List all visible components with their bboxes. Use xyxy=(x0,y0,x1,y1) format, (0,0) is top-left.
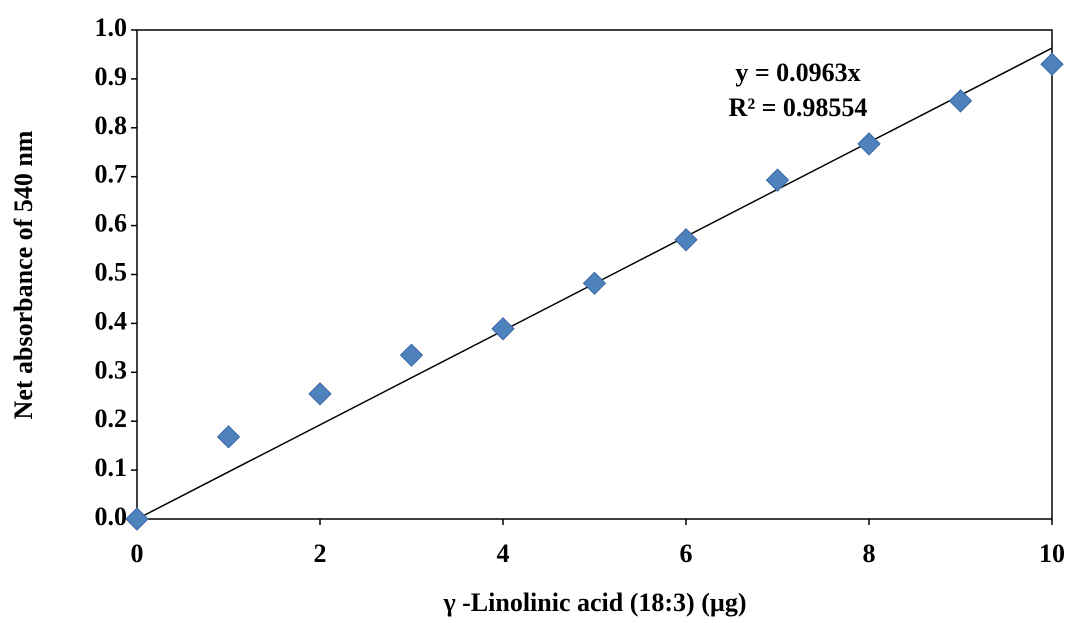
data-point xyxy=(399,343,424,367)
y-tick-label: 0.1 xyxy=(95,453,128,482)
x-tick-label: 2 xyxy=(314,539,327,568)
y-tick-label: 1.0 xyxy=(95,13,128,42)
y-tick-label: 0.5 xyxy=(95,257,128,286)
data-point xyxy=(857,132,881,156)
y-tick-label: 0.0 xyxy=(95,502,128,531)
data-point xyxy=(674,228,698,252)
y-tick-label: 0.4 xyxy=(95,306,128,335)
data-point xyxy=(765,168,790,192)
trendline-equation: y = 0.0963x xyxy=(735,58,860,87)
data-point xyxy=(125,507,149,531)
data-point xyxy=(216,425,241,449)
data-point xyxy=(308,382,332,406)
x-tick-label: 10 xyxy=(1039,539,1065,568)
x-tick-label: 4 xyxy=(497,539,510,568)
y-tick-label: 0.2 xyxy=(95,404,128,433)
y-tick-label: 0.6 xyxy=(95,209,128,238)
y-tick-label: 0.7 xyxy=(95,160,128,189)
trendline-r-squared: R² = 0.98554 xyxy=(729,93,868,122)
data-point xyxy=(582,271,607,296)
x-tick-label: 8 xyxy=(863,539,876,568)
y-tick-label: 0.8 xyxy=(95,111,128,140)
data-point xyxy=(948,89,973,113)
x-tick-label: 0 xyxy=(131,539,144,568)
data-point xyxy=(1040,52,1064,76)
x-axis-title: γ -Linolinic acid (18:3) (µg) xyxy=(442,588,746,617)
y-tick-label: 0.3 xyxy=(95,355,128,384)
y-tick-label: 0.9 xyxy=(95,62,128,91)
y-axis-title: Net absorbance of 540 nm xyxy=(9,130,38,419)
data-point xyxy=(491,317,515,341)
x-tick-label: 6 xyxy=(680,539,693,568)
